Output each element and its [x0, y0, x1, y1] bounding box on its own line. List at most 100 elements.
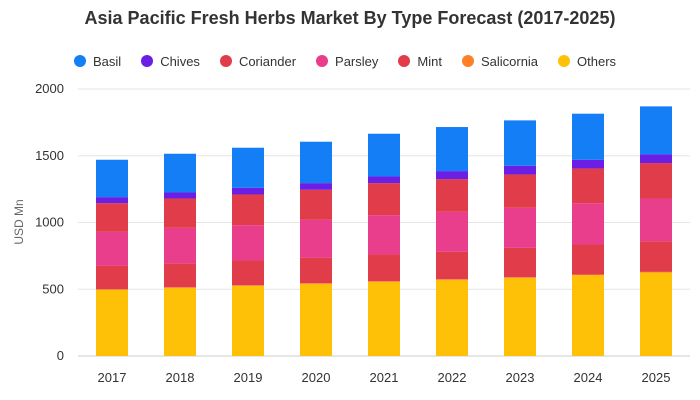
bar-others-2021: [368, 281, 400, 356]
y-tick-label: 0: [57, 348, 64, 363]
x-tick-label: 2018: [166, 370, 195, 385]
bar-coriander-2024: [572, 168, 604, 204]
bar-mint-2022: [436, 251, 468, 280]
bar-salicornia-2021: [368, 281, 400, 282]
legend-item-chives[interactable]: Chives: [141, 54, 200, 69]
x-tick-label: 2021: [370, 370, 399, 385]
y-tick-label: 1500: [35, 148, 64, 163]
bar-salicornia-2017: [96, 289, 128, 290]
legend-swatch-icon: [398, 55, 411, 67]
bar-chives-2020: [300, 183, 332, 190]
x-tick-label: 2022: [438, 370, 467, 385]
y-tick-label: 500: [42, 281, 64, 296]
bar-chives-2022: [436, 171, 468, 180]
bar-basil-2019: [232, 147, 264, 188]
bar-coriander-2022: [436, 179, 468, 212]
legend-item-mint[interactable]: Mint: [398, 54, 442, 69]
bar-mint-2024: [572, 244, 604, 275]
bar-chives-2018: [164, 192, 196, 199]
bar-others-2025: [640, 272, 672, 356]
bar-parsley-2024: [572, 203, 604, 245]
bar-mint-2023: [504, 247, 536, 278]
bar-basil-2022: [436, 127, 468, 172]
legend-label: Chives: [160, 53, 200, 69]
bar-salicornia-2024: [572, 274, 604, 276]
bar-coriander-2020: [300, 189, 332, 220]
y-axis-label: USD Mn: [12, 199, 26, 244]
legend-swatch-icon: [316, 55, 329, 67]
bar-mint-2021: [368, 254, 400, 282]
bar-parsley-2021: [368, 215, 400, 255]
legend-swatch-icon: [74, 55, 86, 67]
legend-swatch-icon: [141, 55, 154, 67]
chart-legend: Basil Chives Coriander Parsley Mint Salicorni…: [74, 52, 636, 70]
bar-coriander-2021: [368, 183, 400, 216]
legend-label: Mint: [417, 53, 442, 69]
bar-basil-2017: [96, 159, 128, 198]
bar-mint-2018: [164, 263, 196, 288]
bar-chives-2019: [232, 187, 264, 195]
bar-others-2019: [232, 285, 264, 356]
bar-parsley-2017: [96, 231, 128, 266]
bar-others-2017: [96, 289, 128, 356]
legend-swatch-icon: [558, 55, 571, 67]
x-tick-label: 2019: [234, 370, 263, 385]
legend-item-parsley[interactable]: Parsley: [316, 54, 378, 69]
bar-coriander-2023: [504, 174, 536, 208]
legend-label: Basil: [93, 53, 122, 69]
bar-basil-2018: [164, 153, 196, 193]
x-tick-label: 2024: [574, 370, 603, 385]
x-tick-label: 2017: [98, 370, 127, 385]
bar-mint-2020: [300, 257, 332, 284]
y-tick-label: 1000: [35, 215, 64, 230]
bar-basil-2021: [368, 133, 400, 177]
bar-coriander-2019: [232, 194, 264, 226]
bar-mint-2019: [232, 260, 264, 286]
bar-mint-2025: [640, 241, 672, 272]
bar-others-2023: [504, 277, 536, 356]
legend-label: Salicornia: [480, 53, 539, 69]
bar-mint-2017: [96, 265, 128, 290]
bar-chives-2024: [572, 159, 604, 169]
x-tick-label: 2023: [506, 370, 535, 385]
bar-others-2022: [436, 279, 468, 356]
bar-salicornia-2020: [300, 283, 332, 284]
bar-parsley-2020: [300, 219, 332, 258]
legend-item-basil[interactable]: Basil: [74, 54, 121, 69]
x-tick-label: 2020: [302, 370, 331, 385]
bar-salicornia-2019: [232, 285, 264, 286]
bar-others-2024: [572, 275, 604, 356]
bar-salicornia-2025: [640, 271, 672, 273]
legend-label: Parsley: [335, 53, 379, 69]
y-tick-label: 2000: [35, 81, 64, 96]
legend-label: Coriander: [238, 53, 297, 69]
bar-basil-2025: [640, 106, 672, 155]
bar-coriander-2018: [164, 198, 196, 228]
legend-item-coriander[interactable]: Coriander: [219, 53, 297, 69]
x-tick-label: 2025: [642, 370, 671, 385]
bar-parsley-2025: [640, 198, 672, 242]
bar-parsley-2019: [232, 225, 264, 261]
bar-others-2020: [300, 283, 332, 356]
legend-item-others[interactable]: Others: [558, 54, 616, 69]
bar-others-2018: [164, 287, 196, 356]
legend-swatch-icon: [461, 55, 474, 67]
bar-chives-2025: [640, 154, 672, 164]
bar-coriander-2025: [640, 163, 672, 199]
y-axis-ticks: 0 500 1000 1500 2000: [35, 81, 64, 363]
bar-basil-2023: [504, 120, 536, 166]
bar-coriander-2017: [96, 203, 128, 232]
bar-parsley-2023: [504, 207, 536, 248]
bar-salicornia-2018: [164, 287, 196, 288]
legend-label: Others: [577, 53, 617, 69]
x-axis-ticks: 2017 2018 2019 2020 2021 2022 2023 2024 2025: [98, 370, 671, 385]
bar-stacks: [96, 106, 672, 356]
bar-salicornia-2023: [504, 277, 536, 278]
legend-item-salicornia[interactable]: Salicornia: [461, 53, 539, 69]
bar-parsley-2018: [164, 227, 196, 264]
bar-basil-2024: [572, 113, 604, 160]
bar-chives-2017: [96, 197, 128, 204]
bar-chives-2021: [368, 176, 400, 184]
legend-swatch-icon: [219, 55, 232, 67]
